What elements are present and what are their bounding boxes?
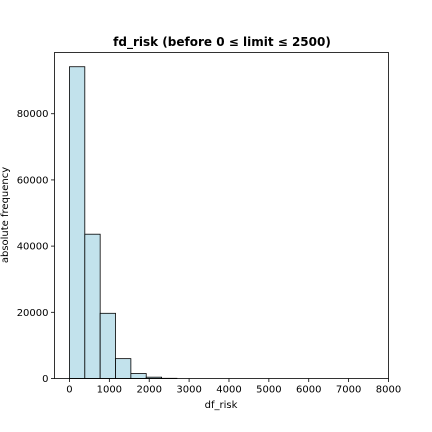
x-tick-label: 7000 xyxy=(336,385,361,396)
y-tick-label: 20000 xyxy=(17,308,49,319)
x-axis-ticks: 0 1000 2000 3000 4000 5000 6000 7000 8000 xyxy=(66,378,401,396)
y-axis-label: absolute frequency xyxy=(0,167,11,263)
histogram-bar-1 xyxy=(84,233,101,379)
x-tick-label: 2000 xyxy=(136,385,161,396)
x-tick-label: 5000 xyxy=(256,385,281,396)
histogram-bar-3 xyxy=(115,358,132,379)
x-tick-label: 6000 xyxy=(296,385,321,396)
y-tick-label: 60000 xyxy=(17,175,49,186)
y-tick-label: 40000 xyxy=(17,242,49,253)
x-tick-label: 1000 xyxy=(97,385,122,396)
histogram-bar-0 xyxy=(69,66,86,379)
y-tick-label: 80000 xyxy=(17,109,49,120)
plot-frame xyxy=(54,52,389,379)
histogram-bar-4 xyxy=(130,373,147,379)
bars-group xyxy=(69,66,178,379)
x-tick-label: 3000 xyxy=(176,385,201,396)
x-axis-label: df_risk xyxy=(205,400,238,411)
x-tick-label: 0 xyxy=(66,385,72,396)
chart-title: fd_risk (before 0 ≤ limit ≤ 2500) xyxy=(113,35,331,50)
y-tick-label: 0 xyxy=(42,374,48,385)
histogram-bar-2 xyxy=(99,312,116,379)
y-axis-ticks: 0 20000 40000 60000 80000 xyxy=(17,109,55,385)
x-tick-label: 8000 xyxy=(376,385,401,396)
x-tick-label: 4000 xyxy=(216,385,241,396)
